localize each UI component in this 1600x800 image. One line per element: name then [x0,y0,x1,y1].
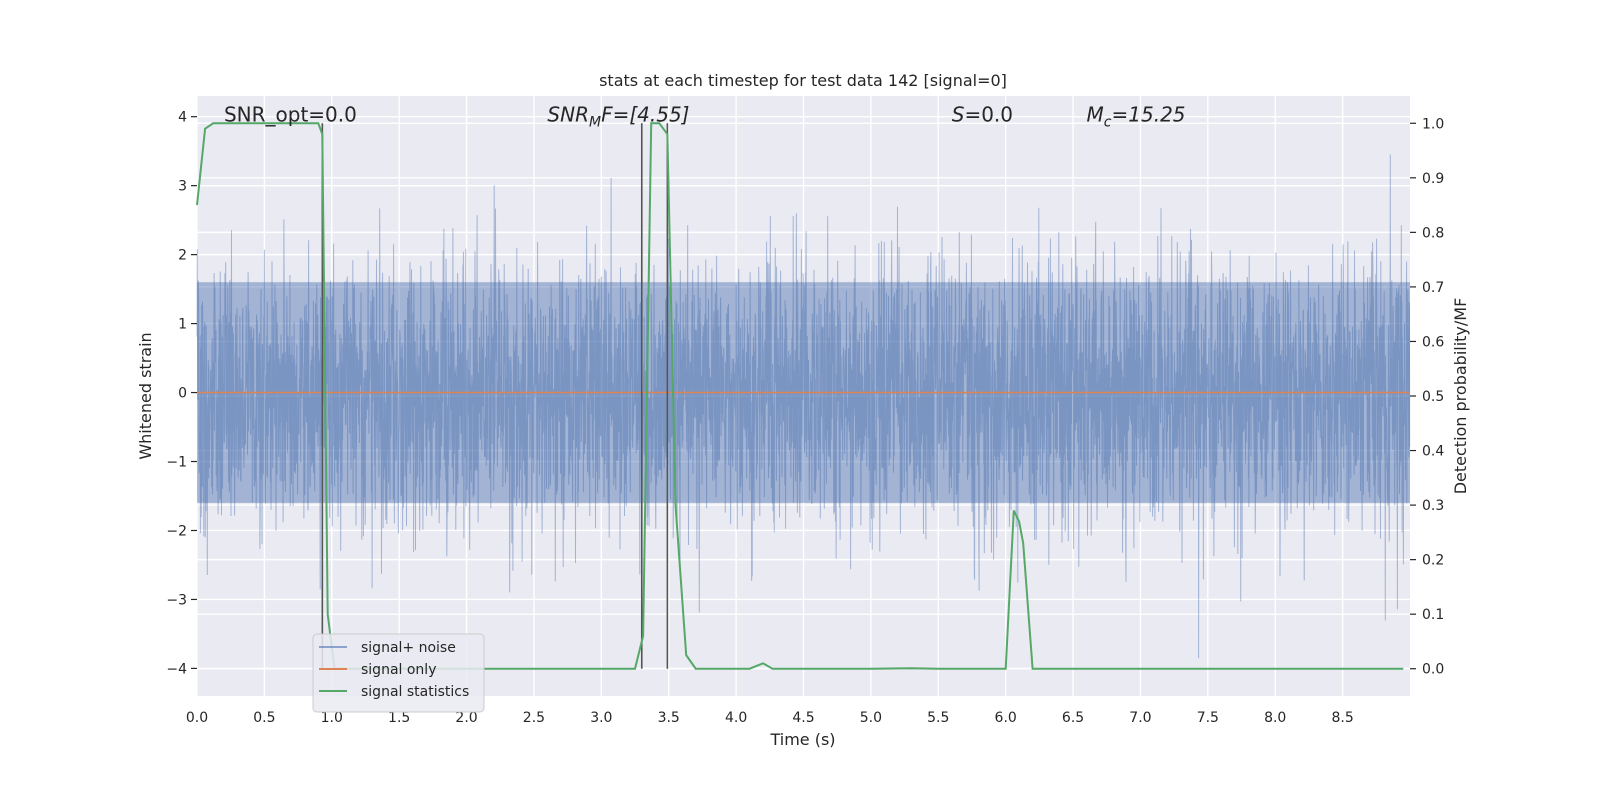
x-tick-label: 2.5 [523,710,545,726]
x-tick-label: 3.0 [590,710,612,726]
annotation-text: SNRMF=[4.55] [547,103,689,131]
right-y-tick-label: 1.0 [1422,116,1444,132]
x-tick-label: 5.5 [927,710,949,726]
signal-noise-line [196,154,1411,659]
chart-title: stats at each timestep for test data 142… [599,71,1007,90]
right-y-tick-label: 0.3 [1422,498,1444,514]
x-tick-label: 1.0 [321,710,343,726]
x-axis-label: Time (s) [769,730,835,749]
signal-statistics-series [196,122,1404,670]
y-tick-label: 4 [178,110,187,126]
y-tick-label: 1 [178,317,187,333]
y-tick-label: −3 [166,592,187,608]
right-y-tick-label: 0.6 [1422,334,1444,350]
x-tick-label: 2.0 [455,710,477,726]
x-tick-label: 0.0 [186,710,208,726]
right-y-axis-ticks: 1.0 0.9 0.8 0.7 0.6 0.5 0.4 0.3 0.2 0.1 0.0 [1410,116,1444,678]
legend-label: signal only [361,662,436,678]
y-tick-label: 2 [178,248,187,264]
x-tick-label: 1.5 [388,710,410,726]
annotation-text: S=0.0 [952,103,1013,127]
x-tick-label: 0.5 [253,710,275,726]
y-tick-label: −2 [166,523,187,539]
y-tick-label: 0 [178,386,187,402]
y-axis-label: Whitened strain [136,332,155,459]
x-axis-ticks: 0.0 0.5 1.0 1.5 2.0 2.5 3.0 3.5 4.0 4.5 5.0 5.5 6.0 6… [186,710,1354,726]
y-tick-label: −1 [166,455,187,471]
x-tick-label: 8.0 [1264,710,1286,726]
y-tick-label: −4 [166,661,187,677]
x-tick-label: 3.5 [658,710,680,726]
x-tick-label: 6.5 [1062,710,1084,726]
legend-label: signal+ noise [361,640,456,656]
x-tick-label: 4.5 [792,710,814,726]
right-y-tick-label: 0.9 [1422,171,1444,187]
x-tick-label: 8.5 [1331,710,1353,726]
right-y-tick-label: 0.7 [1422,280,1444,296]
annotation-text: SNR_opt=0.0 [224,103,357,127]
x-tick-label: 7.5 [1197,710,1219,726]
legend-box [312,633,485,713]
right-y-tick-label: 0.5 [1422,389,1444,405]
legend-label: signal statistics [361,684,469,700]
x-tick-label: 4.0 [725,710,747,726]
right-y-tick-label: 0.2 [1422,553,1444,569]
right-y-tick-label: 0.4 [1422,444,1444,460]
annotation-text: Mc=15.25 [1087,103,1186,131]
right-y-tick-label: 0.8 [1422,225,1444,241]
x-tick-label: 7.0 [1129,710,1151,726]
signal-statistics-line [196,122,1404,670]
y-axis-ticks: 4 3 2 1 0 −1 −2 −3 −4 [166,110,197,677]
right-y-tick-label: 0.0 [1422,662,1444,678]
right-y-axis-label: Detection probability/MF [1451,298,1470,495]
y-tick-label: 3 [178,179,187,195]
x-tick-label: 5.0 [860,710,882,726]
annotations: SNR_opt=0.0 SNRMF=[4.55] S=0.0 Mc=15.25 [224,103,1186,131]
legend: signal+ noise signal only signal statistic… [312,633,485,713]
right-y-tick-label: 0.1 [1422,607,1444,623]
x-tick-label: 6.0 [995,710,1017,726]
